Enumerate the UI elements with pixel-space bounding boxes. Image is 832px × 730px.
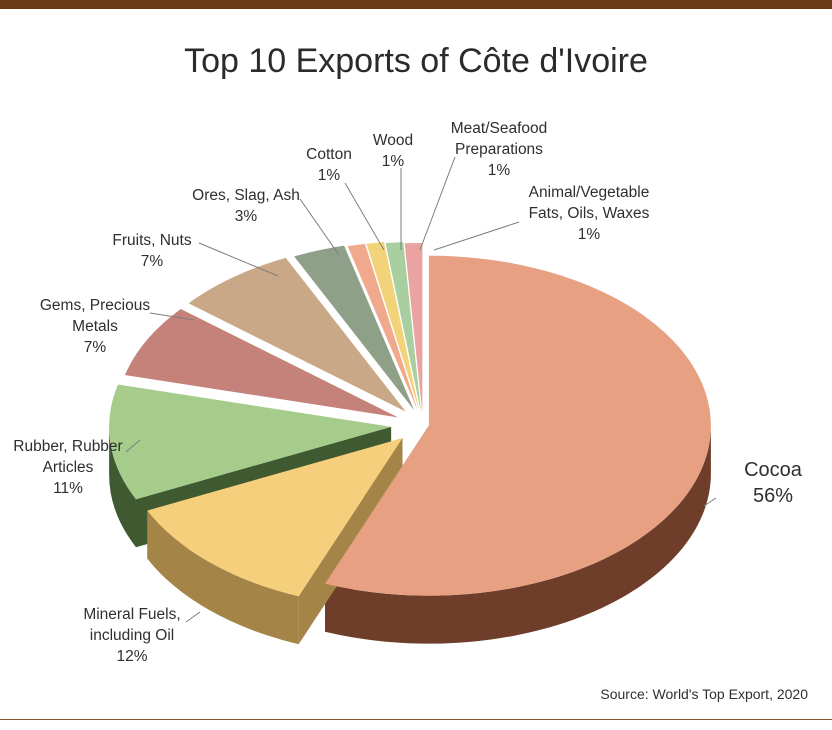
pie-slice-7 (347, 243, 418, 411)
slice-label-line: 1% (578, 226, 601, 243)
slice-label: Cotton 1% (306, 146, 352, 184)
pie-slice-6 (294, 245, 415, 411)
slice-label: Cocoa 56% (744, 459, 803, 507)
slice-label-line: Articles (43, 459, 94, 476)
source-note: Source: World's Top Export, 2020 (600, 686, 808, 702)
slice-label: Gems, Precious Metals 7% (40, 297, 151, 356)
leader-line (433, 221, 520, 251)
slice-label-line: Animal/Vegetable (529, 184, 650, 201)
bottom-border-bar (0, 719, 832, 730)
slice-label-line: Cocoa (744, 459, 803, 481)
slice-label-line: Cotton (306, 146, 352, 163)
slice-label: Animal/Vegetable Fats, Oils, Waxes 1% (529, 184, 650, 243)
slice-label-line: Preparations (455, 141, 543, 158)
slice-label-line: Wood (373, 132, 413, 149)
slice-label-line: 1% (318, 167, 341, 184)
slice-label: Meat/Seafood Preparations 1% (451, 120, 548, 179)
leader-line (344, 182, 385, 251)
slice-label-line: Rubber, Rubber (13, 438, 122, 455)
pie-slice-5 (188, 257, 406, 412)
slice-label-line: 12% (116, 648, 147, 665)
pie-slice-10 (404, 242, 423, 413)
pie-slice-4 (124, 308, 399, 418)
pie-slice-2 (147, 438, 403, 597)
slice-label: Fruits, Nuts 7% (112, 232, 191, 270)
slice-label-line: 1% (488, 162, 511, 179)
slice-label-line: 56% (753, 485, 793, 507)
leader-line (299, 198, 340, 256)
leader-line (149, 312, 195, 321)
leader-line (125, 439, 141, 453)
slice-label-line: including Oil (90, 627, 174, 644)
slice-label-line: Fats, Oils, Waxes (529, 205, 650, 222)
slice-label-line: Ores, Slag, Ash (192, 187, 300, 204)
slice-label: Wood 1% (373, 132, 413, 170)
chart-title: Top 10 Exports of Côte d'Ivoire (184, 42, 648, 80)
top-border-bar (0, 0, 832, 9)
pie-slice-wall (109, 426, 136, 548)
slice-label-line: Mineral Fuels, (83, 606, 180, 623)
slice-label-line: Metals (72, 318, 118, 335)
pie-slice-9 (385, 242, 421, 412)
pie-slice-3 (109, 384, 392, 500)
slice-label: Mineral Fuels, including Oil 12% (83, 606, 180, 665)
slice-label-line: 7% (84, 339, 107, 356)
pie-slice-8 (366, 242, 420, 411)
leader-line (185, 611, 201, 623)
pie-slice-1 (325, 255, 711, 596)
slice-label-line: Fruits, Nuts (112, 232, 191, 249)
pie-slice-wall (325, 425, 711, 644)
leader-line (198, 242, 279, 277)
slice-label-line: 7% (141, 253, 164, 270)
slice-label: Rubber, Rubber Articles 11% (13, 438, 122, 497)
slice-label-line: Meat/Seafood (451, 120, 548, 137)
pie-slice-wall (147, 510, 299, 645)
slice-label-line: Gems, Precious (40, 297, 151, 314)
leader-line (419, 156, 456, 251)
leader-line (703, 497, 717, 507)
slice-label-line: 1% (382, 153, 405, 170)
slice-label: Ores, Slag, Ash 3% (192, 187, 300, 225)
slice-label-line: 11% (53, 480, 83, 497)
slice-label-line: 3% (235, 208, 258, 225)
